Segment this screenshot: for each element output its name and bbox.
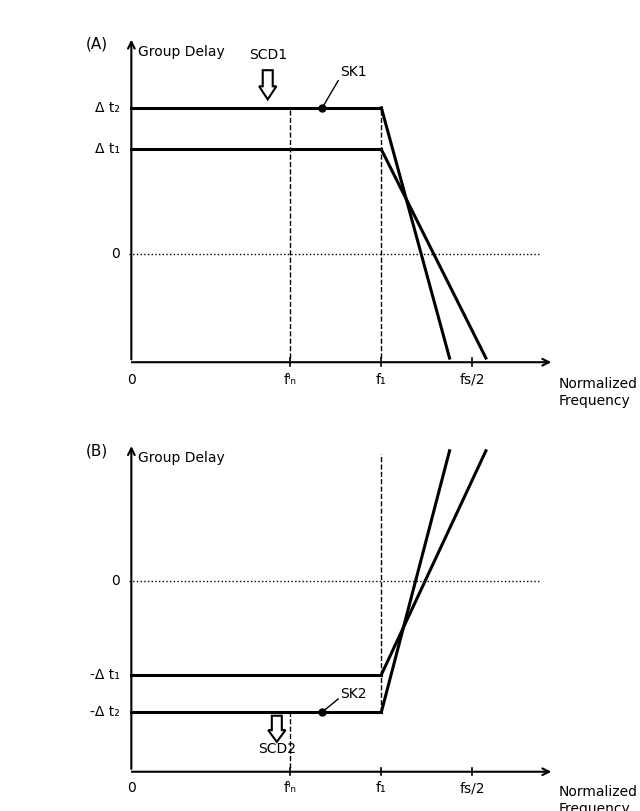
- Text: SCD1: SCD1: [249, 48, 287, 62]
- Text: Group Delay: Group Delay: [138, 45, 225, 59]
- Text: Normalized
Frequency: Normalized Frequency: [559, 785, 637, 811]
- Text: -Δ t₂: -Δ t₂: [90, 705, 120, 719]
- Text: 0: 0: [111, 574, 120, 589]
- Text: f₁: f₁: [376, 372, 387, 387]
- Text: fᴵₙ: fᴵₙ: [284, 372, 297, 387]
- Text: Group Delay: Group Delay: [138, 451, 225, 465]
- Text: SCD2: SCD2: [258, 742, 296, 756]
- Text: fs/2: fs/2: [460, 372, 485, 387]
- Text: f₁: f₁: [376, 781, 387, 795]
- Text: -Δ t₁: -Δ t₁: [90, 667, 120, 682]
- Text: 0: 0: [111, 247, 120, 261]
- Text: (B): (B): [86, 444, 108, 458]
- Text: Δ t₁: Δ t₁: [95, 143, 120, 157]
- Text: fᴵₙ: fᴵₙ: [284, 781, 297, 795]
- Text: fs/2: fs/2: [460, 781, 485, 795]
- FancyArrow shape: [259, 71, 276, 100]
- Text: SK2: SK2: [340, 687, 367, 701]
- Text: 0: 0: [127, 781, 136, 795]
- Text: Normalized
Frequency: Normalized Frequency: [559, 377, 637, 408]
- FancyArrow shape: [268, 716, 285, 742]
- Text: (A): (A): [86, 36, 108, 52]
- Text: SK1: SK1: [340, 65, 367, 79]
- Text: 0: 0: [127, 372, 136, 387]
- Text: Δ t₂: Δ t₂: [95, 101, 120, 115]
